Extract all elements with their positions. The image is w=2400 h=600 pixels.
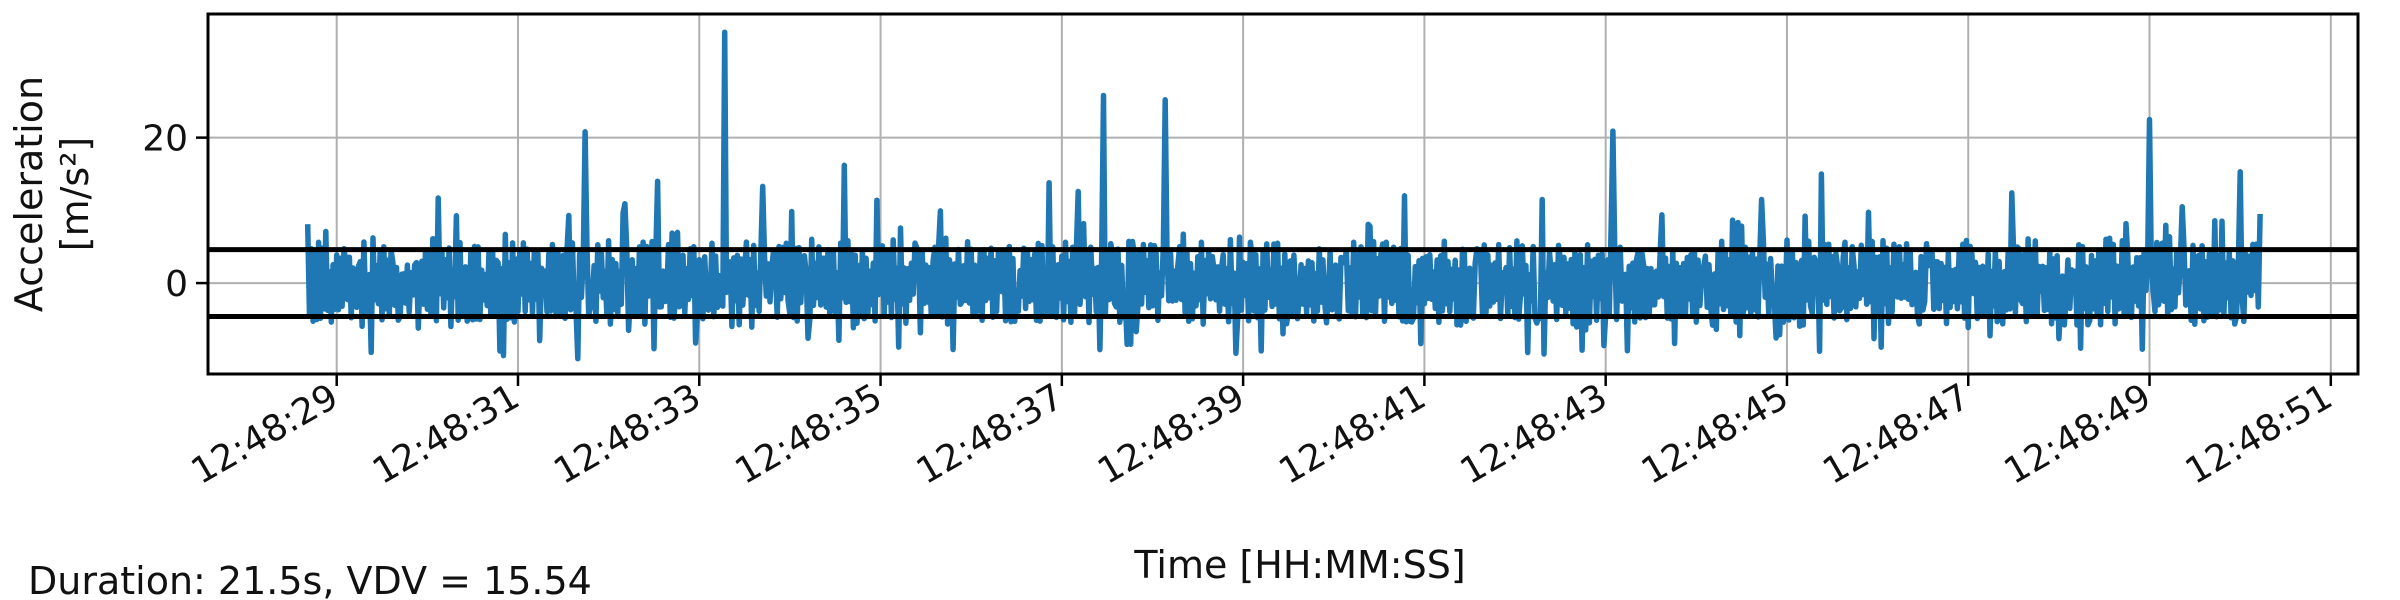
y-tick-label: 20 — [142, 119, 188, 160]
x-tick-label: 12:48:37 — [910, 376, 1071, 492]
series-layer — [304, 29, 2263, 362]
x-axis-label: Time [HH:MM:SS] — [1133, 543, 1465, 587]
x-tick-label: 12:48:41 — [1272, 376, 1433, 492]
x-tick-label: 12:48:31 — [366, 376, 527, 492]
x-tick-label: 12:48:35 — [729, 376, 890, 492]
x-tick-label: 12:48:49 — [1998, 376, 2159, 492]
y-axis-ticks: 0 20 — [142, 119, 208, 305]
threshold-lines — [208, 247, 2358, 320]
y-axis-label-line2: [m/s²] — [53, 137, 97, 252]
duration-vdv-note: Duration: 21.5s, VDV = 15.54 — [28, 559, 592, 600]
x-tick-label: 12:48:39 — [1091, 376, 1252, 492]
series-line-acceleration — [304, 29, 2263, 362]
x-axis-ticks: 12:48:29 12:48:31 12:48:33 12:48:35 12:48:37… — [185, 374, 2340, 493]
x-tick-label: 12:48:29 — [185, 376, 346, 492]
plot-frame — [206, 12, 2360, 376]
x-tick-label: 12:48:51 — [2179, 376, 2340, 492]
y-axis-label-line1: Acceleration — [7, 76, 51, 312]
x-tick-label: 12:48:43 — [1454, 376, 1615, 492]
x-tick-label: 12:48:45 — [1635, 376, 1796, 492]
x-tick-label: 12:48:47 — [1816, 376, 1977, 492]
x-tick-label: 12:48:33 — [547, 376, 708, 492]
y-tick-label: 0 — [165, 264, 188, 305]
